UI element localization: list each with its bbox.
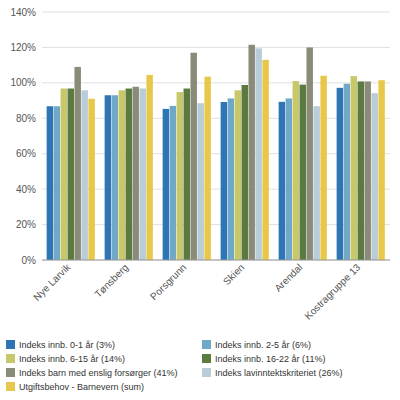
legend-swatch [202,368,211,377]
bar [177,92,183,260]
bar [74,67,80,260]
grid [42,12,390,260]
bar [190,53,196,260]
bar [306,47,312,260]
x-axis: Nye Larvik Tønsberg Porsgrunn Skien ArendalK… [31,261,362,322]
grid-line [42,82,390,83]
bar [126,89,132,260]
legend-swatch [6,368,15,377]
bar [146,75,152,260]
bars [47,45,385,260]
x-tick-label: Nye Larvik [31,261,73,303]
legend-label: Utgiftsbehov - Barnevern (sum) [19,382,144,392]
bar [320,76,326,260]
bar [242,85,248,260]
legend-swatch [6,354,15,363]
bar [235,90,241,260]
x-tick-label: Kostragruppe 13 [302,261,362,321]
bar [61,89,67,260]
legend-label: Indeks lavinntektskriteriet (26%) [215,368,343,378]
x-tick-label: Porsgrunn [148,262,188,302]
bar [364,81,370,260]
grid-line [42,47,390,48]
bar [344,84,350,260]
legend: Indeks innb. 0-1 år (3%) Indeks innb. 2-5… [6,340,343,392]
y-tick-label: 60% [16,148,36,159]
grid-line [42,260,390,261]
legend-swatch [6,382,15,391]
bar [221,102,227,260]
bar [88,99,94,260]
legend-label: Indeks innb. 16-22 år (11%) [215,354,325,364]
y-tick-label: 100% [10,77,36,88]
bar [170,106,176,260]
y-axis: 0% 20% 40% 60% 80% 100% 120% 140% [10,7,36,266]
bar [358,81,364,260]
legend-label: Indeks barn med enslig forsørger (41%) [19,368,178,378]
bar [184,89,190,260]
legend-label: Indeks innb. 2-5 år (6%) [215,340,311,350]
bar [81,90,87,260]
legend-label: Indeks innb. 6-15 år (14%) [19,354,125,364]
legend-label: Indeks innb. 0-1 år (3%) [19,340,115,350]
bar [204,77,210,260]
bar [300,85,306,260]
x-axis-line [42,260,390,261]
bar [255,48,261,260]
bar [293,81,299,260]
bar [248,45,254,260]
legend-swatch [202,340,211,349]
y-tick-label: 20% [16,219,36,230]
y-tick-label: 140% [10,7,36,18]
bar [378,80,384,260]
bar [351,76,357,260]
bar [47,106,53,260]
bar [68,89,74,260]
bar [228,98,234,260]
grid-line [42,12,390,13]
bar [105,95,111,260]
legend-swatch [202,354,211,363]
x-tick-label: Skien [221,262,246,287]
chart: 0% 20% 40% 60% 80% 100% 120% 140% Nye Larvik Tøns… [0,0,400,400]
y-tick-label: 40% [16,184,36,195]
bar [371,93,377,260]
x-tick-label: Arendal [272,262,304,294]
bar [112,95,118,260]
bar [163,109,169,260]
bar [337,88,343,260]
legend-swatch [6,340,15,349]
x-tick-label: Tønsberg [92,262,130,300]
y-tick-label: 80% [16,113,36,124]
y-tick-label: 120% [10,42,36,53]
bar [119,90,125,260]
y-tick-label: 0% [22,255,37,266]
bar [279,102,285,260]
bar [54,106,60,260]
bar [132,87,138,260]
bar [286,98,292,260]
bar [197,103,203,260]
bar [313,106,319,260]
bar [139,89,145,260]
bar [262,60,268,260]
